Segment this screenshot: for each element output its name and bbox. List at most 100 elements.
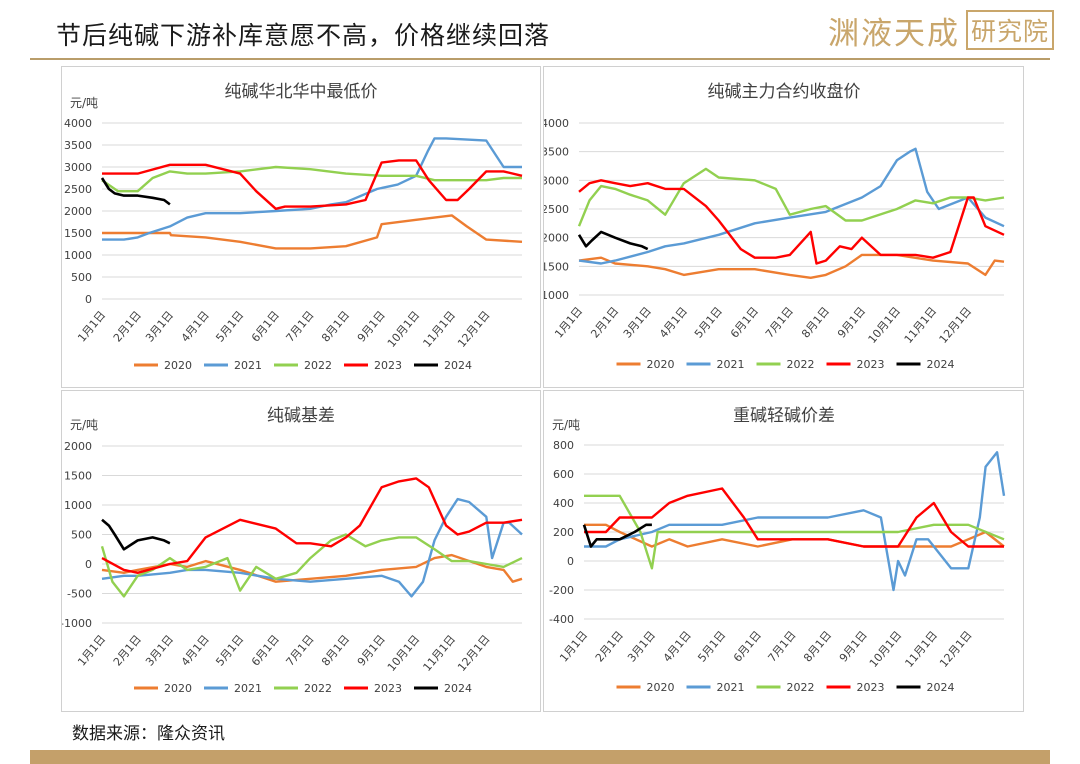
x-tick-label: 7月1日 [763,305,796,341]
legend-label-2020: 2020 [647,681,675,694]
series-line-2023 [578,179,1005,265]
y-tick-label: 3000 [64,161,92,174]
x-tick-label: 10月1日 [866,305,904,346]
y-tick-label: 1500 [64,227,92,240]
series-line-2024 [577,230,649,251]
y-unit-label: 元/吨 [70,418,98,432]
x-tick-label: 9月1日 [837,629,870,665]
series-line-2020 [578,253,1005,280]
x-tick-label: 1月1日 [552,305,585,341]
legend-label-2024: 2024 [927,358,955,371]
brand-logo: 渊液天成 研究院 [828,10,1055,52]
x-tick-label: 2月1日 [593,629,626,665]
x-tick-label: 2月1日 [111,309,144,345]
x-tick-label: 6月1日 [249,309,282,345]
x-tick-label: 6月1日 [249,633,282,669]
header-divider [30,58,1050,60]
x-tick-label: 4月1日 [179,633,212,669]
x-tick-label: 8月1日 [799,305,832,341]
y-tick-label: 2000 [544,232,569,245]
legend-label-2022: 2022 [304,682,332,695]
x-tick-label: 6月1日 [731,629,764,665]
series-line-2021 [584,451,1006,592]
x-tick-label: 5月1日 [695,629,728,665]
y-tick-label: 3500 [544,146,569,159]
legend-label-2024: 2024 [444,682,472,695]
series-line-2023 [102,159,523,211]
x-tick-label: 3月1日 [621,305,654,341]
x-tick-label: 7月1日 [283,309,316,345]
legend-label-2024: 2024 [444,359,472,372]
y-tick-label: 800 [553,439,574,452]
x-tick-label: 5月1日 [213,633,246,669]
legend-label-2022: 2022 [304,359,332,372]
y-tick-label: 1000 [64,249,92,262]
y-tick-label: 2500 [544,203,569,216]
x-tick-label: 7月1日 [283,633,316,669]
y-tick-label: 2000 [64,205,92,218]
y-tick-label: -200 [549,584,574,597]
x-tick-label: 3月1日 [625,629,658,665]
x-tick-label: 4月1日 [661,629,694,665]
x-tick-label: 10月1日 [385,309,423,350]
legend-label-2021: 2021 [234,359,262,372]
x-tick-label: 1月1日 [75,309,108,345]
y-tick-label: 400 [553,497,574,510]
x-tick-label: 10月1日 [867,629,905,670]
legend-label-2024: 2024 [927,681,955,694]
x-tick-label: 7月1日 [765,629,798,665]
x-tick-label: 11月1日 [421,309,459,350]
y-tick-label: 2000 [64,440,92,453]
x-tick-label: 9月1日 [355,309,388,345]
chart-svg-2: 纯碱主力合约收盘价 1000 1500 2000 2500 3000 3500 4000 1月1… [544,82,1005,371]
x-tick-label: 11月1日 [421,633,459,674]
legend-label-2020: 2020 [164,359,192,372]
series-line-2020 [584,523,1005,548]
legend-label-2023: 2023 [374,359,402,372]
x-tick-label: 12月1日 [937,629,975,670]
page-title: 节后纯碱下游补库意愿不高，价格继续回落 [56,21,551,50]
series-line-2024 [100,177,171,206]
series-line-2021 [578,147,1005,265]
x-tick-label: 11月1日 [902,305,940,346]
y-tick-label: 1500 [544,260,569,273]
legend-label-2021: 2021 [234,682,262,695]
series-line-2020 [101,553,523,583]
y-tick-label: 4000 [544,117,569,130]
chart-title: 纯碱基差 [267,406,335,426]
chart-panel-4: 重碱轻碱价差 元/吨 -400 -200 0 200 400 600 800 1月1日 2月1日 3月… [543,390,1024,712]
legend-label-2023: 2023 [857,681,885,694]
y-tick-label: -400 [549,613,574,626]
footer-bar [30,750,1050,764]
y-tick-label: 500 [71,271,92,284]
y-tick-label: 1500 [64,470,92,483]
series-line-2023 [584,487,1004,548]
legend-label-2021: 2021 [717,681,745,694]
x-tick-label: 10月1日 [385,633,423,674]
y-tick-label: 1000 [544,289,569,302]
brand-logo-main: 渊液天成 [828,15,960,52]
x-tick-label: 1月1日 [557,629,590,665]
legend-label-2020: 2020 [164,682,192,695]
series-line-2020 [102,214,523,250]
x-tick-label: 4月1日 [179,309,212,345]
x-tick-label: 2月1日 [111,633,144,669]
data-source-note: 数据来源：隆众资讯 [72,724,225,744]
legend-label-2022: 2022 [787,358,815,371]
x-tick-label: 4月1日 [657,305,690,341]
series-line-2022 [101,165,522,193]
x-tick-label: 2月1日 [588,305,621,341]
x-tick-label: 8月1日 [801,629,834,665]
y-unit-label: 元/吨 [70,96,98,110]
series-line-2021 [101,497,523,598]
x-tick-label: 8月1日 [319,309,352,345]
y-tick-label: 600 [553,468,574,481]
x-tick-label: 12月1日 [455,309,493,350]
x-tick-label: 3月1日 [143,633,176,669]
y-tick-label: 0 [85,558,92,571]
chart-panel-3: 纯碱基差 元/吨 -1000 -500 0 500 1000 1500 2000 1月1日 2月1日… [61,390,541,712]
x-tick-label: 5月1日 [213,309,246,345]
y-tick-label: 3000 [544,174,569,187]
